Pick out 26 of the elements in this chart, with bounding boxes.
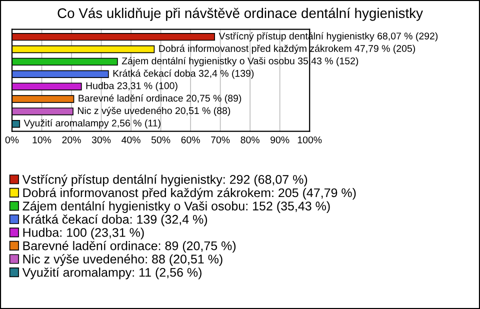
- data-label: Nic z výše uvedeného 20,51 % (88): [78, 106, 230, 116]
- legend-label: Zájem dentální hygienistky o Vaši osobu: 152 (35,43 %): [22, 201, 330, 213]
- x-tick-label: 90%: [270, 136, 290, 144]
- x-tick-label: 60%: [181, 136, 200, 144]
- legend-label: Krátká čekací doba: 139 (32,4 %): [23, 214, 208, 226]
- legend-label: Využití aromalampy: 11 (2,56 %): [22, 267, 202, 280]
- data-label: Dobrá informovanost před každým zákrokem 47,79 % (205): [159, 44, 416, 54]
- x-tick-label: 30%: [92, 136, 111, 144]
- x-tick-label: 20%: [62, 136, 81, 144]
- legend-label: Hudba: 100 (23,31 %): [23, 228, 144, 240]
- x-tick-label: 70%: [211, 136, 230, 144]
- x-tick-label: 50%: [151, 136, 170, 144]
- x-tick-label: 40%: [122, 136, 140, 144]
- data-label: Krátká čekací doba 32,4 % (139): [113, 70, 254, 79]
- data-label: Barevné ladění ordinace 20,75 % (89): [78, 94, 242, 104]
- x-tick-label: 10%: [32, 136, 52, 144]
- data-label: Využití aromalampy 2,56 % (11): [24, 119, 160, 128]
- legend-label: Nic z výše uvedeného: 88 (20,51 %): [23, 254, 222, 266]
- data-label: Hudba 23,31 % (100): [86, 82, 178, 92]
- legend-label: Dobrá informovanost před každým zákrokem: 205 (47,79 %): [23, 188, 356, 200]
- x-tick-label: 100%: [298, 136, 322, 144]
- x-tick-label: 0%: [5, 136, 19, 144]
- x-tick-label: 80%: [240, 136, 260, 144]
- chart-title: Co Vás uklidňuje při návštěvě ordinace dentální hygienistky: [58, 8, 423, 21]
- legend-label: Vstřícný přístup dentální hygienistky: 292 (68,07 %): [22, 174, 308, 186]
- legend-label: Barevné ladění ordinace: 89 (20,75 %): [23, 240, 236, 253]
